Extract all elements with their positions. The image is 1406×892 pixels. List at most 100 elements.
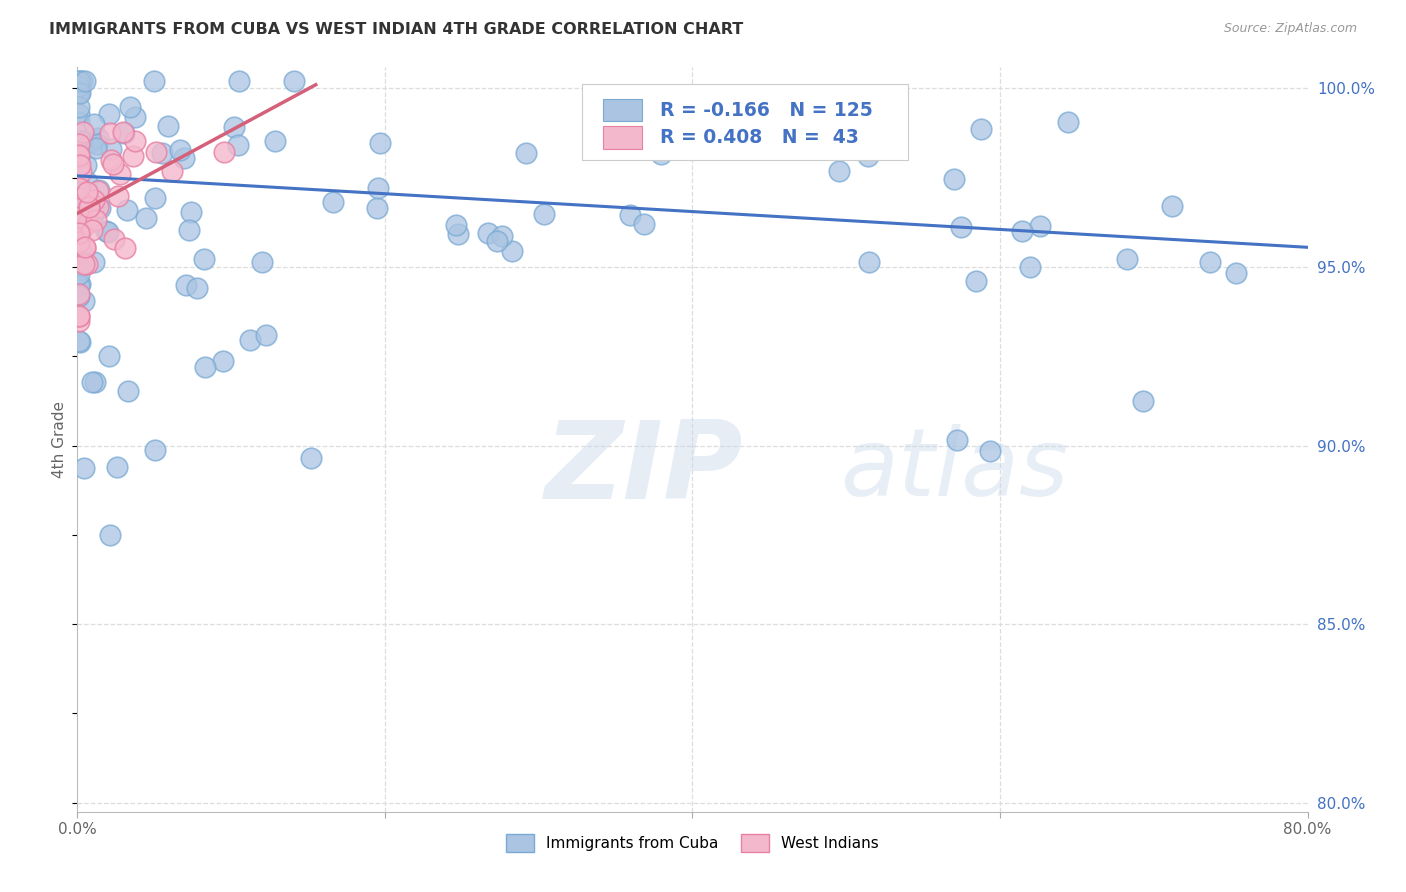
Point bbox=[212, 145, 235, 160]
Point bbox=[858, 149, 880, 163]
Point bbox=[79, 136, 101, 150]
Point bbox=[69, 211, 91, 225]
Point bbox=[177, 223, 200, 237]
Point bbox=[72, 257, 94, 271]
Point bbox=[491, 228, 513, 243]
Point bbox=[633, 217, 655, 231]
Point bbox=[67, 100, 90, 114]
Point bbox=[80, 210, 103, 224]
Point bbox=[447, 227, 470, 241]
Point bbox=[1011, 224, 1033, 238]
Point bbox=[143, 191, 166, 205]
Point bbox=[264, 134, 287, 148]
Point bbox=[75, 158, 97, 172]
Point bbox=[174, 278, 197, 293]
Legend: Immigrants from Cuba, West Indians: Immigrants from Cuba, West Indians bbox=[501, 828, 884, 858]
Point bbox=[122, 149, 145, 163]
Point bbox=[70, 196, 93, 211]
Point bbox=[70, 223, 93, 237]
Point bbox=[858, 255, 880, 269]
Point bbox=[69, 87, 91, 101]
Point bbox=[194, 359, 217, 374]
Point bbox=[67, 267, 90, 281]
Point bbox=[67, 144, 90, 158]
Point bbox=[186, 281, 208, 295]
Point bbox=[283, 74, 305, 88]
Point bbox=[76, 175, 98, 189]
Point bbox=[98, 127, 121, 141]
Point bbox=[69, 277, 91, 291]
Point bbox=[979, 444, 1001, 458]
Point bbox=[67, 147, 90, 161]
Point bbox=[949, 220, 972, 235]
Point bbox=[87, 184, 110, 198]
Point bbox=[145, 145, 167, 159]
Point bbox=[72, 205, 94, 219]
Point bbox=[946, 434, 969, 448]
Point bbox=[73, 294, 96, 309]
Point bbox=[446, 218, 468, 232]
Point bbox=[252, 255, 274, 269]
Point bbox=[1029, 219, 1052, 233]
Point bbox=[87, 183, 110, 197]
FancyBboxPatch shape bbox=[582, 84, 908, 160]
Point bbox=[107, 459, 129, 474]
Point bbox=[1132, 394, 1154, 409]
Point bbox=[83, 117, 105, 131]
Point bbox=[1225, 266, 1247, 280]
Point bbox=[84, 376, 107, 390]
Point bbox=[67, 235, 90, 250]
Point bbox=[69, 225, 91, 239]
Point bbox=[67, 191, 90, 205]
Point bbox=[477, 226, 499, 240]
Point bbox=[156, 119, 179, 133]
Point bbox=[67, 151, 90, 165]
Point bbox=[100, 142, 122, 156]
Point bbox=[67, 235, 90, 249]
Point bbox=[212, 354, 235, 368]
Point bbox=[70, 165, 93, 179]
Point bbox=[135, 211, 157, 225]
Point bbox=[83, 255, 105, 269]
Point bbox=[83, 193, 105, 207]
Point bbox=[84, 141, 107, 155]
Point bbox=[162, 164, 184, 178]
Point bbox=[73, 199, 96, 213]
Point bbox=[77, 216, 100, 230]
Point bbox=[80, 223, 103, 237]
Point bbox=[67, 115, 90, 129]
Point bbox=[969, 122, 991, 136]
Point bbox=[97, 226, 120, 240]
Point bbox=[72, 258, 94, 272]
Point bbox=[67, 181, 90, 195]
Point bbox=[114, 241, 136, 255]
Point bbox=[180, 205, 202, 219]
Point bbox=[501, 244, 523, 258]
Point bbox=[69, 184, 91, 198]
Point bbox=[97, 349, 120, 363]
Point bbox=[70, 244, 93, 259]
Point bbox=[115, 202, 138, 217]
Point bbox=[965, 274, 987, 288]
Point bbox=[67, 309, 90, 323]
Point bbox=[67, 244, 90, 259]
Point bbox=[67, 107, 90, 121]
Point bbox=[67, 231, 90, 245]
FancyBboxPatch shape bbox=[603, 99, 643, 121]
Point bbox=[367, 181, 389, 195]
Point bbox=[69, 335, 91, 350]
Point bbox=[143, 74, 166, 88]
Point bbox=[87, 200, 110, 214]
Point bbox=[322, 194, 344, 209]
Point bbox=[1116, 252, 1139, 266]
Point bbox=[533, 207, 555, 221]
Y-axis label: 4th Grade: 4th Grade bbox=[52, 401, 67, 478]
Point bbox=[67, 278, 90, 293]
Point bbox=[226, 137, 249, 152]
Point bbox=[67, 289, 90, 303]
Point bbox=[67, 334, 90, 348]
Point bbox=[70, 134, 93, 148]
Point bbox=[67, 286, 90, 301]
Point bbox=[98, 528, 121, 542]
Point bbox=[368, 136, 391, 150]
